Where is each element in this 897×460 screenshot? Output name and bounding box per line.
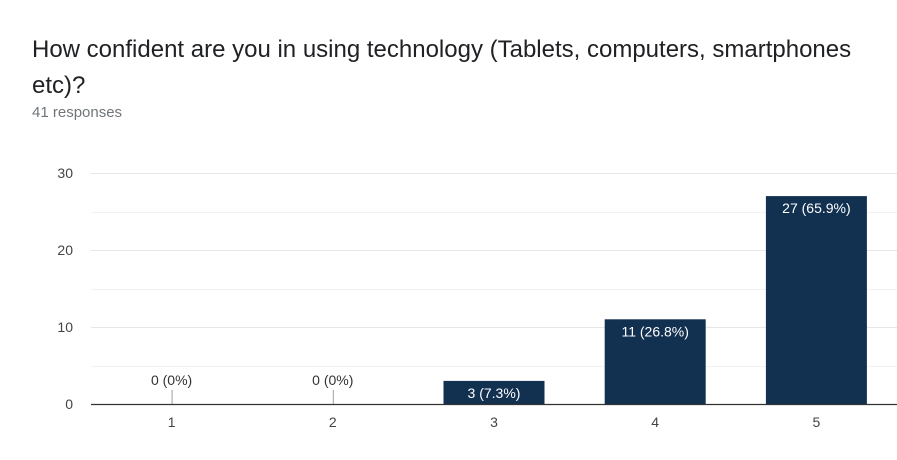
x-tick-label: 1: [168, 414, 176, 430]
chart-title: How confident are you in using technolog…: [32, 36, 852, 99]
y-tick-label: 30: [57, 165, 73, 181]
x-tick-label: 3: [490, 414, 498, 430]
bar: [765, 196, 867, 404]
data-label: 3 (7.3%): [468, 385, 521, 401]
data-label: 0 (0%): [312, 372, 353, 388]
bar: [604, 319, 706, 404]
response-count: 41 responses: [32, 104, 123, 121]
y-tick-label: 10: [57, 319, 73, 335]
y-tick-label: 0: [65, 396, 73, 412]
x-tick-label: 4: [651, 414, 659, 430]
data-label: 27 (65.9%): [782, 200, 850, 216]
data-label: 0 (0%): [151, 372, 192, 388]
data-label: 11 (26.8%): [621, 323, 688, 339]
x-tick-label: 5: [813, 414, 821, 430]
y-tick-label: 20: [57, 242, 73, 258]
x-tick-label: 2: [329, 414, 337, 430]
bar: [443, 380, 545, 404]
